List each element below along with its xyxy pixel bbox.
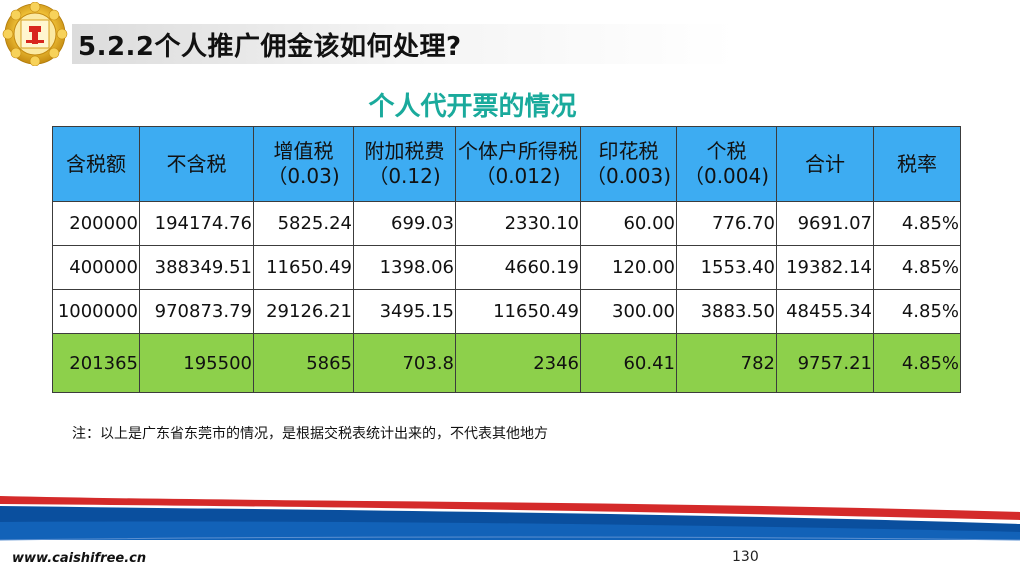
table-cell: 19382.14 — [776, 245, 874, 290]
table-cell: 60.00 — [580, 201, 677, 246]
title-bar — [72, 24, 1020, 64]
table-cell: 703.8 — [353, 333, 456, 393]
table-cell: 2330.10 — [455, 201, 581, 246]
table-cell: 776.70 — [676, 201, 777, 246]
table-cell: 195500 — [139, 333, 254, 393]
table-cell: 699.03 — [353, 201, 456, 246]
footer-url: www.caishifree.cn — [12, 551, 147, 566]
header-cell: 含税额 — [52, 126, 140, 202]
company-logo-icon — [2, 2, 68, 66]
table-cell: 388349.51 — [139, 245, 254, 290]
table-cell: 400000 — [52, 245, 140, 290]
table-cell: 194174.76 — [139, 201, 254, 246]
table-header-row: 含税额 不含税 增值税（0.03) 附加税费（0.12) 个体户所得税（0.01… — [52, 126, 961, 202]
table-cell: 4.85% — [873, 201, 961, 246]
table-cell: 9691.07 — [776, 201, 874, 246]
table-cell: 4660.19 — [455, 245, 581, 290]
table-cell: 5825.24 — [253, 201, 354, 246]
table-cell: 11650.49 — [253, 245, 354, 290]
header-cell: 印花税（0.003) — [580, 126, 677, 202]
table-cell: 9757.21 — [776, 333, 874, 393]
header-cell: 税率 — [873, 126, 961, 202]
table-cell: 120.00 — [580, 245, 677, 290]
section-subtitle: 个人代开票的情况 — [368, 92, 577, 122]
table-cell: 48455.34 — [776, 289, 874, 334]
table-cell: 29126.21 — [253, 289, 354, 334]
table-cell: 11650.49 — [455, 289, 581, 334]
table-cell: 60.41 — [580, 333, 677, 393]
table-cell: 300.00 — [580, 289, 677, 334]
table-row-highlight: 201365 195500 5865 703.8 2346 60.41 782 … — [52, 333, 961, 393]
page-number: 130 — [732, 549, 759, 565]
table-cell: 201365 — [52, 333, 140, 393]
table-cell: 782 — [676, 333, 777, 393]
header-cell: 增值税（0.03) — [253, 126, 354, 202]
footnote: 注：以上是广东省东莞市的情况，是根据交税表统计出来的，不代表其他地方 — [72, 426, 548, 442]
table-cell: 4.85% — [873, 289, 961, 334]
header-cell: 个税（0.004) — [676, 126, 777, 202]
header-cell: 附加税费（0.12) — [353, 126, 456, 202]
header-cell: 不含税 — [139, 126, 254, 202]
table-cell: 5865 — [253, 333, 354, 393]
table-cell: 2346 — [455, 333, 581, 393]
table-cell: 4.85% — [873, 245, 961, 290]
tax-table: 含税额 不含税 增值税（0.03) 附加税费（0.12) 个体户所得税（0.01… — [52, 126, 961, 393]
table-cell: 4.85% — [873, 333, 961, 393]
table-cell: 3495.15 — [353, 289, 456, 334]
table-cell: 970873.79 — [139, 289, 254, 334]
table-row: 200000 194174.76 5825.24 699.03 2330.10 … — [52, 201, 961, 246]
page-title: 5.2.2个人推广佣金该如何处理? — [78, 32, 462, 62]
header-cell: 合计 — [776, 126, 874, 202]
table-row: 1000000 970873.79 29126.21 3495.15 11650… — [52, 289, 961, 334]
